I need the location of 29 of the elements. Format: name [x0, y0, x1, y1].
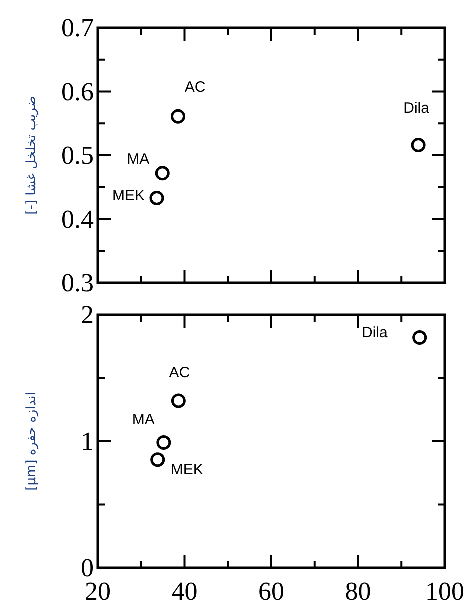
annotation: Dila — [404, 100, 430, 117]
y-tick-label: 1 — [81, 427, 94, 456]
point — [411, 138, 426, 153]
x-tick-label: 60 — [258, 577, 284, 606]
point — [155, 166, 170, 181]
y-axis-title: ضریب تخلخل غشا [-] — [24, 96, 40, 215]
point — [412, 330, 428, 346]
y-tick-label: 0.3 — [62, 268, 94, 298]
point — [156, 436, 172, 450]
y-tick-label: 0.6 — [62, 77, 94, 106]
x-tick-label: 100 — [426, 577, 464, 606]
annotation: MEK — [112, 188, 145, 205]
x-tick-label: 80 — [345, 577, 372, 606]
annotation: MA — [132, 411, 155, 428]
point — [170, 109, 186, 124]
annotation: Dila — [362, 324, 388, 342]
point — [171, 394, 186, 408]
y-tick-label: 0.5 — [62, 141, 94, 170]
point — [150, 190, 164, 206]
annotation: MEK — [170, 461, 204, 478]
y-tick-label: 2 — [81, 300, 94, 330]
y-axis-title: اندازه حفره [µm] — [24, 392, 40, 491]
y-tick-label: 0.4 — [62, 204, 94, 234]
y-tick-label: 0.7 — [62, 14, 94, 42]
x-tick-label: 40 — [172, 577, 198, 606]
annotation: MA — [127, 150, 150, 168]
annotation: AC — [169, 364, 190, 382]
annotation: AC — [184, 79, 206, 96]
point — [150, 452, 166, 468]
